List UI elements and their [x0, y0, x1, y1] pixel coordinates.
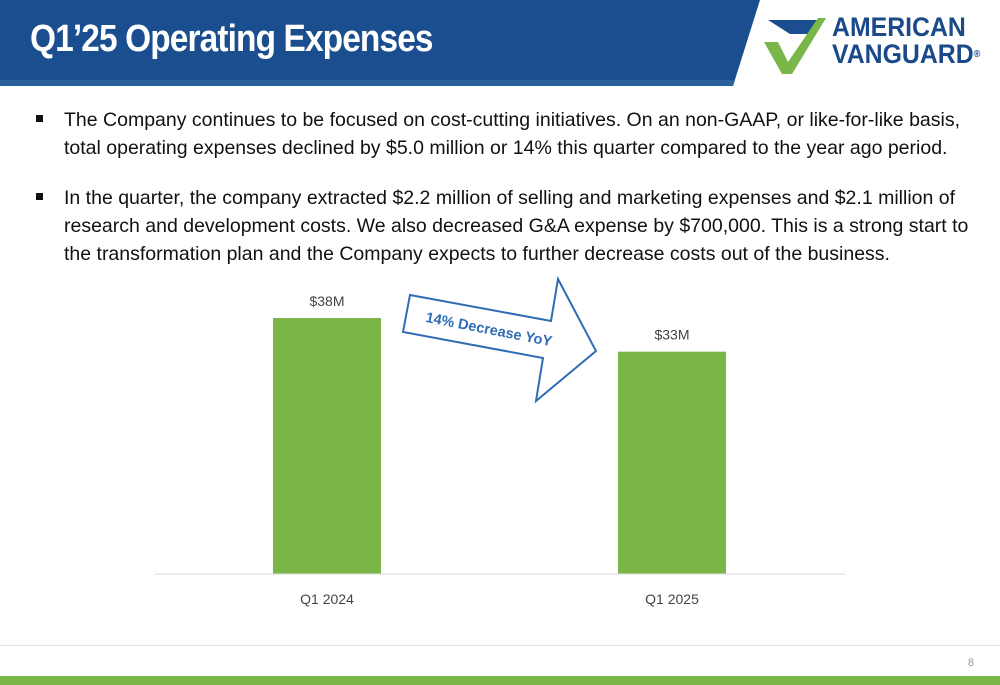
bullet-item: In the quarter, the company extracted $2… — [36, 184, 976, 268]
logo-wordmark: AMERICAN VANGUARD® — [832, 14, 980, 68]
header-background — [0, 0, 760, 86]
bar-q1-2024 — [273, 318, 381, 574]
bar-q1-2025 — [618, 351, 726, 574]
bar-data-label: $38M — [309, 293, 344, 309]
page-title: Q1’25 Operating Expenses — [30, 18, 434, 60]
bullet-text: In the quarter, the company extracted $2… — [64, 187, 969, 265]
logo-registered-mark: ® — [973, 49, 981, 60]
bullet-list: The Company continues to be focused on c… — [36, 106, 976, 290]
bar-data-label: $33M — [654, 327, 689, 343]
decrease-arrow: 14% Decrease YoY — [401, 275, 598, 404]
slide-header: Q1’25 Operating Expenses AMERICAN VANGUA… — [0, 0, 1000, 86]
page-number: 8 — [967, 657, 974, 669]
opex-bar-chart: $38M Q1 2024 $33M Q1 2025 14% Decrease YoY — [155, 275, 845, 607]
bullet-square-icon — [36, 115, 43, 122]
bullet-text: The Company continues to be focused on c… — [64, 109, 961, 159]
bullet-square-icon — [36, 193, 43, 200]
logo-line-1: AMERICAN — [832, 12, 966, 42]
footer-divider — [0, 645, 1000, 646]
bullet-item: The Company continues to be focused on c… — [36, 106, 976, 162]
company-logo: AMERICAN VANGUARD® — [760, 14, 990, 76]
logo-line-2: VANGUARD — [832, 39, 974, 69]
x-tick-label: Q1 2024 — [300, 591, 354, 607]
logo-check-icon — [764, 18, 826, 74]
footer-accent-bar — [0, 676, 1000, 685]
x-tick-label: Q1 2025 — [645, 591, 699, 607]
